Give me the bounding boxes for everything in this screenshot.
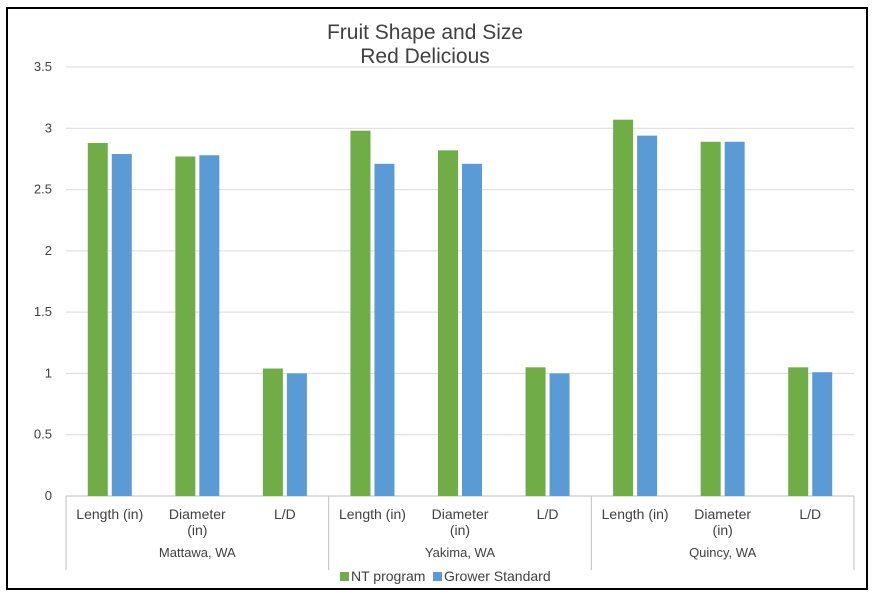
chart-subtitle: Red Delicious <box>360 45 490 68</box>
y-tick-label: 2 <box>45 243 52 258</box>
bar-nt-program <box>438 150 458 496</box>
x-category-label: Diameter <box>694 506 751 522</box>
legend-label: NT program <box>351 568 425 584</box>
y-tick-label: 0 <box>45 488 52 503</box>
bar-grower-standard <box>286 373 307 496</box>
bar-grower-standard <box>812 372 833 496</box>
x-group-label: Quincy, WA <box>689 545 757 560</box>
y-tick-label: 2.5 <box>34 182 52 197</box>
y-tick-label: 3 <box>45 120 52 135</box>
bar-grower-standard <box>462 163 482 496</box>
legend-label: Grower Standard <box>444 568 551 584</box>
x-category-label: (in) <box>450 522 470 538</box>
bar-nt-program <box>350 130 371 497</box>
bar-nt-program <box>613 119 634 496</box>
bar-grower-standard <box>199 155 220 496</box>
bar-nt-program <box>788 367 809 496</box>
y-tick-label: 1 <box>45 365 52 380</box>
bar-nt-program <box>87 142 108 496</box>
x-group-label: Yakima, WA <box>425 545 495 560</box>
legend-swatch <box>433 572 442 581</box>
chart-frame <box>6 7 868 590</box>
x-category-label: (in) <box>187 522 207 538</box>
x-category-label: Length (in) <box>339 506 406 522</box>
legend-swatch <box>340 572 349 581</box>
x-category-label: L/D <box>537 506 559 522</box>
bar-grower-standard <box>549 373 570 496</box>
bar-grower-standard <box>637 135 658 496</box>
y-tick-label: 3.5 <box>34 59 52 74</box>
y-tick-label: 0.5 <box>34 427 52 442</box>
x-category-label: Diameter <box>432 506 489 522</box>
bar-grower-standard <box>111 154 132 497</box>
bar-nt-program <box>525 367 546 496</box>
bar-nt-program <box>175 156 196 496</box>
x-group-label: Mattawa, WA <box>159 545 236 560</box>
chart-title: Fruit Shape and Size <box>327 21 523 44</box>
bar-grower-standard <box>374 163 395 496</box>
x-category-label: Length (in) <box>602 506 669 522</box>
x-category-label: Length (in) <box>76 506 143 522</box>
bar-nt-program <box>700 141 721 497</box>
x-category-label: (in) <box>713 522 733 538</box>
x-category-label: L/D <box>274 506 296 522</box>
x-category-label: L/D <box>799 506 821 522</box>
legend: NT program Grower Standard <box>340 568 551 584</box>
bar-grower-standard <box>724 141 745 497</box>
y-tick-label: 1.5 <box>34 304 52 319</box>
bars <box>87 119 833 497</box>
gridlines <box>65 66 855 570</box>
bar-nt-program <box>262 368 283 496</box>
x-category-label: Diameter <box>169 506 226 522</box>
